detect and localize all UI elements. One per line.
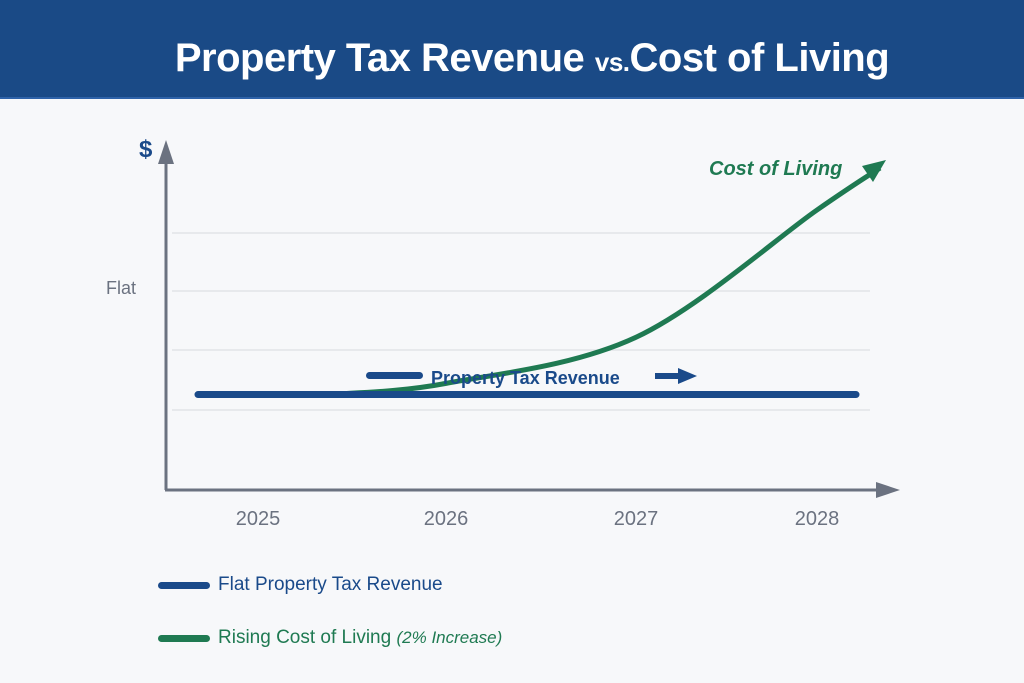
legend-item-cost-of-living: Rising Cost of Living (2% Increase)	[158, 625, 502, 651]
x-tick-label-2025: 2025	[236, 508, 281, 530]
cost-of-living-arrowhead-icon	[862, 160, 886, 182]
legend-label-cost-of-living: Rising Cost of Living (2% Increase)	[218, 627, 502, 649]
x-axis-arrowhead	[876, 482, 900, 498]
x-tick-label-2026: 2026	[424, 508, 469, 530]
legend-label-property-tax: Flat Property Tax Revenue	[218, 574, 443, 595]
cost-of-living-inline-label: Cost of Living	[709, 158, 842, 180]
property-tax-inline-label: Property Tax Revenue	[431, 368, 620, 388]
legend-swatch-property-tax	[158, 581, 210, 589]
y-axis-arrowhead	[158, 140, 174, 164]
x-tick-label-2028: 2028	[795, 508, 840, 530]
y-axis-label: $	[139, 136, 153, 163]
legend-item-property-tax: Flat Property Tax Revenue	[158, 572, 502, 598]
series-line-cost-of-living	[329, 165, 882, 398]
y-annotation-flat: Flat	[106, 278, 136, 298]
title-end: Cost of Living	[629, 36, 890, 80]
gridlines	[172, 232, 870, 411]
x-tick-label-2027: 2027	[614, 508, 659, 530]
title-main: Property Tax Revenue	[174, 36, 585, 80]
legend: Flat Property Tax Revenue Rising Cost of…	[158, 572, 502, 678]
legend-swatch-cost-of-living	[158, 634, 210, 642]
legend-label-cost-of-living-text: Rising Cost of Living	[218, 627, 392, 648]
chart-title: Property Tax Revenue vs.Cost of Living	[0, 36, 1024, 81]
legend-label-cost-of-living-suffix: (2% Increase)	[396, 628, 503, 647]
property-tax-inline-arrow-icon	[655, 368, 697, 384]
property-tax-inline-swatch	[366, 372, 423, 379]
title-banner: Property Tax Revenue vs.Cost of Living	[0, 0, 1024, 99]
title-vs: vs.	[594, 47, 630, 77]
